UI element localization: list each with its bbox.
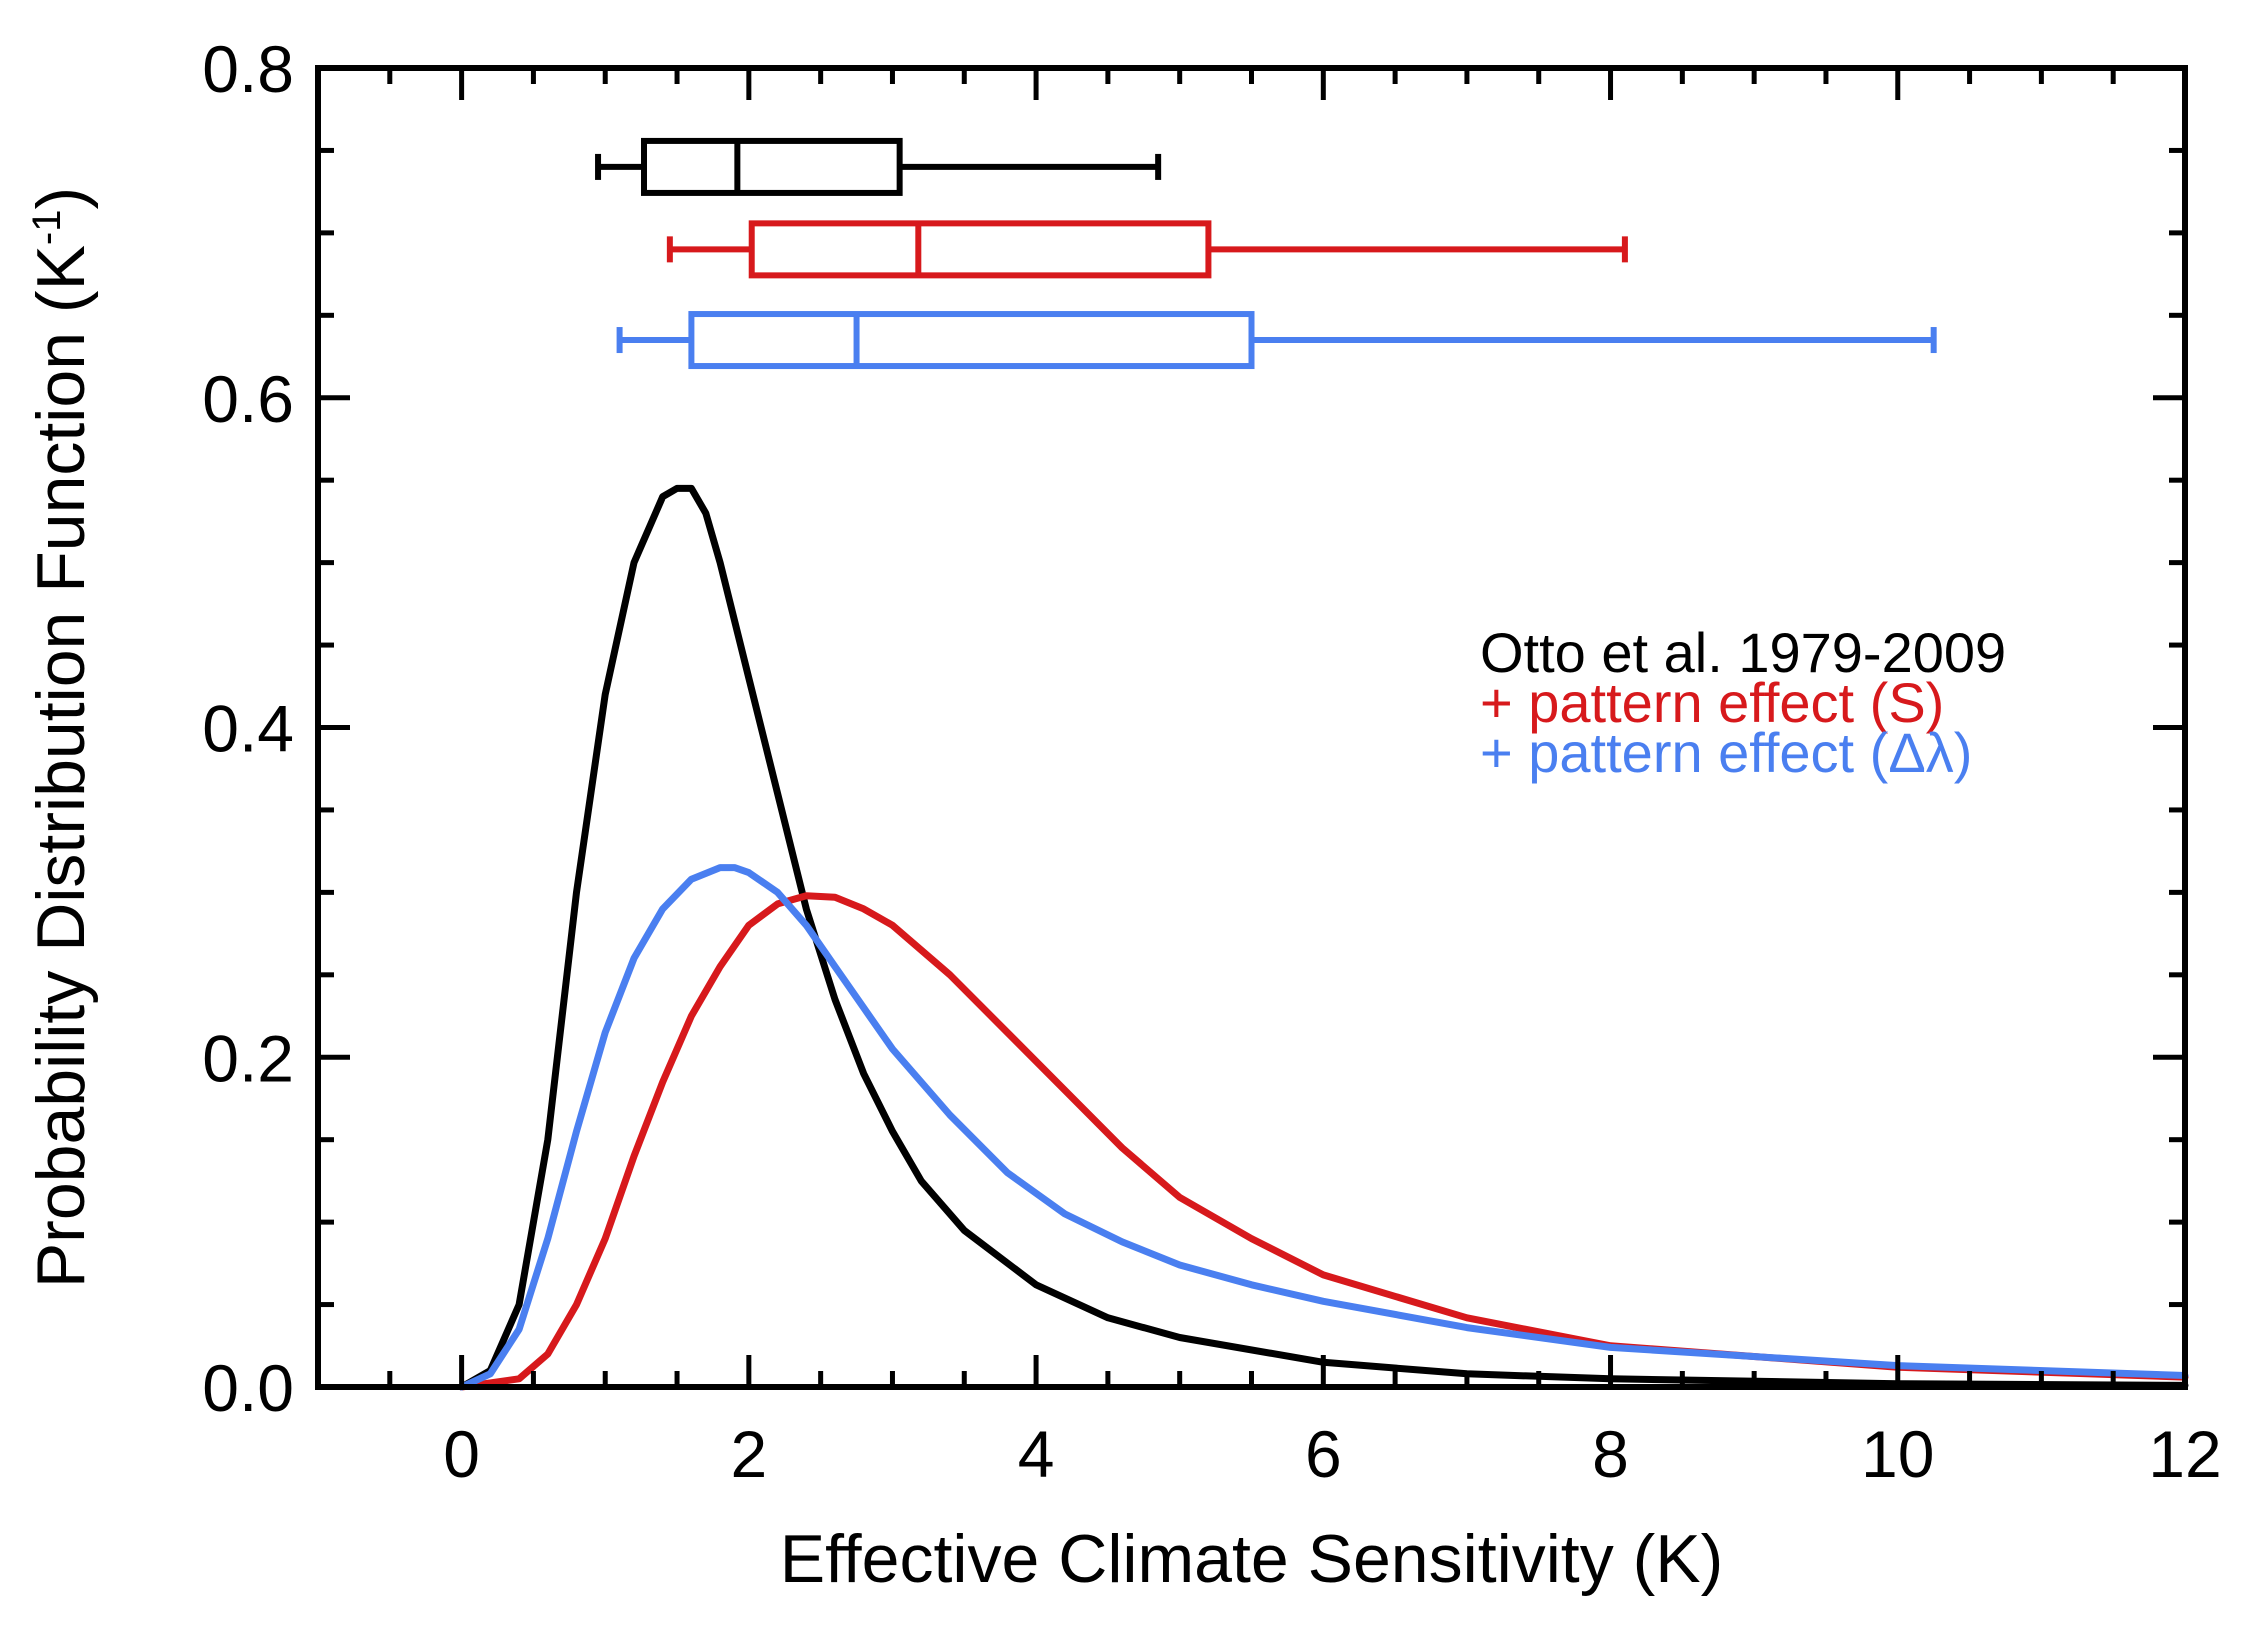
boxplot-box: [641, 137, 903, 196]
series-line-0: [458, 484, 2189, 1391]
boxplot-0: [595, 137, 1162, 196]
y-axis-title-main: Probability Distribution Function (K: [23, 245, 99, 1288]
y-tick-label: 0.6: [202, 362, 294, 436]
ticks-layer: 0 2 4 6 8 10 12 0.0 0.2 0.4 0.6 0.8: [202, 32, 2221, 1491]
y-tick-label: 0.2: [202, 1021, 294, 1095]
x-tick-label: 6: [1305, 1417, 1342, 1491]
series-layer: [458, 484, 2189, 1391]
boxplot-box: [688, 311, 1255, 370]
y-tick-label: 0.8: [202, 32, 294, 106]
y-axis-title-superscript: -1: [25, 209, 69, 245]
x-tick-label: 2: [730, 1417, 767, 1491]
boxplots-layer: [595, 137, 1937, 370]
y-axis-title: Probability Distribution Function (K-1): [23, 187, 99, 1288]
legend-entry-pattern-effect-s: + pattern effect (S): [1480, 671, 1944, 734]
x-tick-label: 0: [443, 1417, 480, 1491]
boxplot-box: [748, 220, 1212, 279]
plot-frame: [315, 65, 2188, 1390]
series-line-1: [458, 892, 2189, 1391]
legend-entry-pattern-effect-dl: + pattern effect (Δλ): [1480, 721, 1972, 784]
series-line-2: [458, 864, 2189, 1391]
y-tick-label: 0.0: [202, 1351, 294, 1425]
y-tick-label: 0.4: [202, 692, 294, 766]
boxplot-1: [666, 220, 1628, 279]
legend-entry-otto: Otto et al. 1979-2009: [1480, 621, 2006, 684]
x-tick-label: 4: [1018, 1417, 1055, 1491]
x-tick-label: 10: [1861, 1417, 1934, 1491]
x-axis-title: Effective Climate Sensitivity (K): [780, 1521, 1723, 1597]
legend: Otto et al. 1979-2009 + pattern effect (…: [1480, 621, 2006, 784]
y-axis-title-close: ): [23, 187, 99, 210]
boxplot-2: [616, 311, 1937, 370]
x-tick-label: 8: [1592, 1417, 1629, 1491]
x-tick-label: 12: [2148, 1417, 2221, 1491]
